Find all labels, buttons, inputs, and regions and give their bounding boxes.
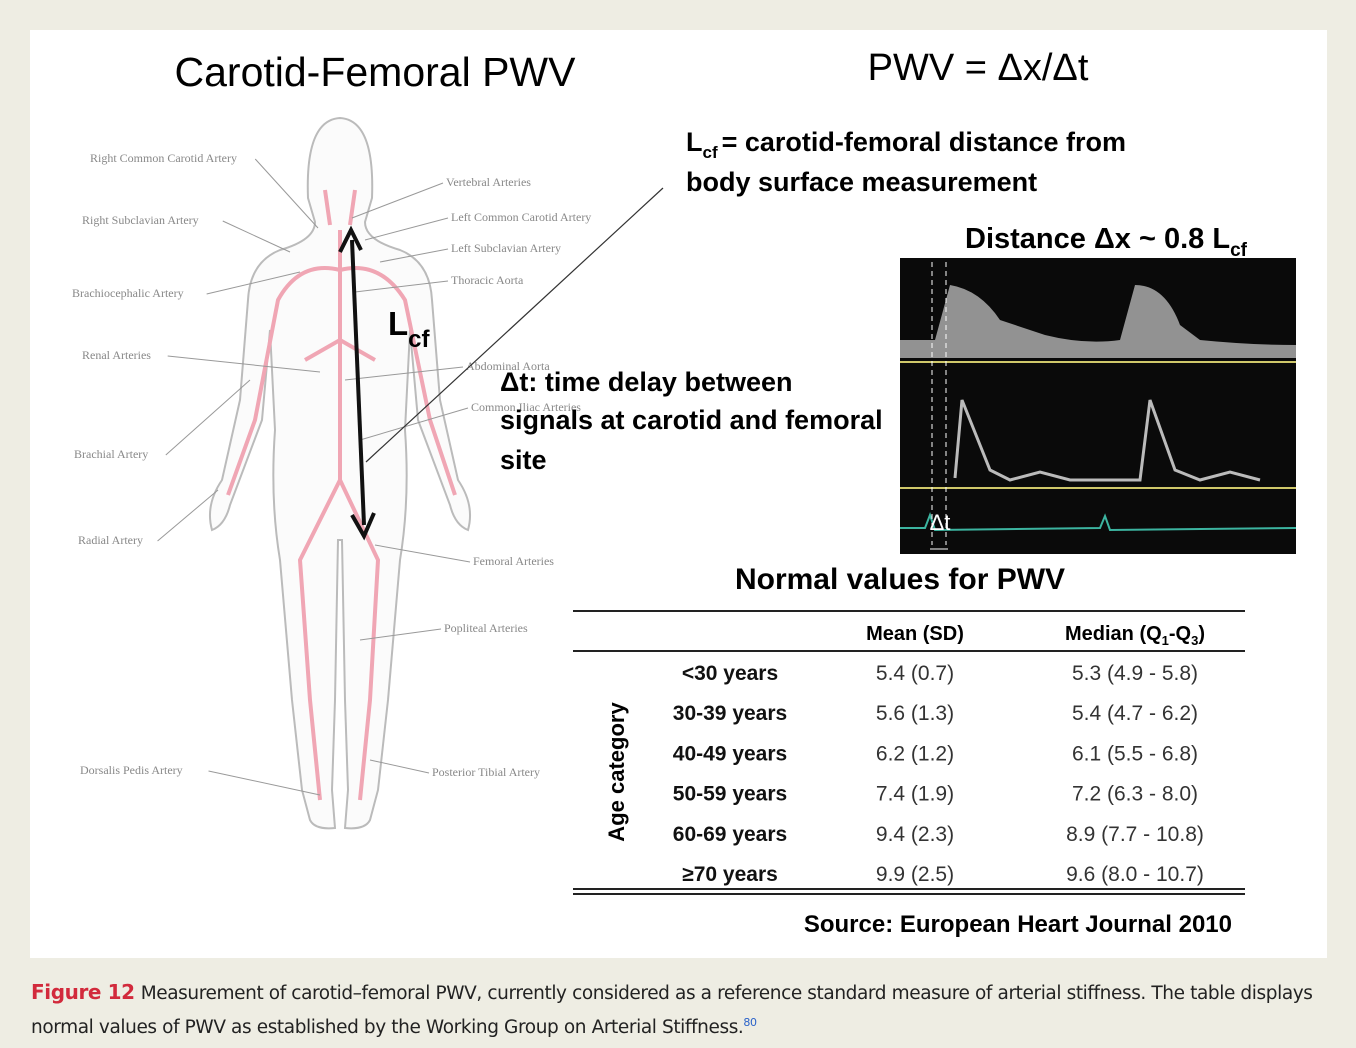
wave-label: Δt <box>930 510 951 535</box>
artery-label: Radial Artery <box>78 533 143 547</box>
sub: cf <box>703 143 718 162</box>
sub: 1 <box>1162 633 1169 648</box>
distance-label: Distance Δx ~ 0.8 Lcf <box>965 223 1248 261</box>
cell: 5.6 (1.3) <box>876 702 954 725</box>
leader <box>165 379 251 456</box>
waveform: Δt <box>900 258 1297 554</box>
artery-label: Popliteal Arteries <box>444 621 528 635</box>
cell: 6.1 (5.5 - 6.8) <box>1072 742 1198 765</box>
cell: 5.3 (4.9 - 5.8) <box>1072 662 1198 685</box>
artery-label: Femoral Arteries <box>473 554 554 568</box>
header-median: Median (Q1-Q3) <box>1065 623 1205 648</box>
distance-arrow <box>350 239 366 526</box>
leader <box>364 217 449 241</box>
sub: 3 <box>1191 633 1198 648</box>
source: Source: European Heart Journal 2010 <box>804 911 1232 938</box>
caption-text: Measurement of carotid–femoral PWV, curr… <box>31 983 1313 1039</box>
leader <box>359 407 469 441</box>
ecg <box>900 512 1297 532</box>
row-label: ≥70 years <box>682 863 778 886</box>
delay-label: Δt: time delay between <box>500 367 792 397</box>
part: -Q <box>1169 623 1191 645</box>
artery-label: Right Subclavian Artery <box>82 213 199 227</box>
part: ) <box>1198 623 1205 645</box>
cell: 6.2 (1.2) <box>876 742 954 765</box>
leader-line <box>365 187 664 463</box>
row-label: 60-69 years <box>673 823 787 846</box>
sub: cf <box>408 326 430 353</box>
artery-label: Thoracic Aorta <box>451 273 524 287</box>
cell: 8.9 (7.7 - 10.8) <box>1066 823 1204 846</box>
leader <box>359 628 442 641</box>
leader <box>157 489 219 542</box>
figure: Carotid-Femoral PWV PWV = Δx/Δt Lcf = car… <box>30 30 1327 958</box>
row-group: Age category <box>604 702 629 842</box>
leader <box>254 158 319 229</box>
cell: 5.4 (0.7) <box>876 662 954 685</box>
artery-label: Dorsalis Pedis Artery <box>80 763 183 777</box>
row-label: 30-39 years <box>673 702 787 725</box>
lcf-definition-2: body surface measurement <box>686 167 1037 197</box>
row-label: <30 years <box>682 662 778 685</box>
artery-label: Vertebral Arteries <box>446 175 531 189</box>
cell: 9.6 (8.0 - 10.7) <box>1066 863 1204 886</box>
leader <box>354 280 449 293</box>
formula: PWV = Δx/Δt <box>868 47 1089 89</box>
header-mean: Mean (SD) <box>866 623 964 645</box>
cell: 9.9 (2.5) <box>876 863 954 886</box>
title: Carotid-Femoral PWV <box>175 49 577 95</box>
leader <box>208 770 321 796</box>
artery-label: Right Common Carotid Artery <box>90 151 237 165</box>
leader <box>374 544 471 563</box>
leader <box>222 220 291 253</box>
text: Distance Δx ~ 0.8 L <box>965 223 1230 255</box>
cell: 9.4 (2.3) <box>876 823 954 846</box>
artery-label: Brachiocephalic Artery <box>72 286 184 300</box>
delay-label: signals at carotid and femoral <box>500 405 883 435</box>
arrowheads <box>338 225 376 541</box>
caption-label: Figure 12 <box>31 980 135 1004</box>
femoral-signal <box>953 399 1261 482</box>
row-label: 40-49 years <box>673 742 787 765</box>
leader <box>379 248 449 263</box>
cell: 7.4 (1.9) <box>876 783 954 806</box>
artery-label: Brachial Artery <box>74 447 148 461</box>
artery-label: Left Subclavian Artery <box>451 241 561 255</box>
delay-label: site <box>500 445 547 475</box>
caption: Figure 12 Measurement of carotid–femoral … <box>31 978 1321 1042</box>
symbol: L <box>388 305 408 342</box>
carotid-signal <box>900 285 1296 358</box>
artery-label: Common Iliac Arteries <box>471 400 581 414</box>
caption-ref[interactable]: 80 <box>743 1016 757 1029</box>
symbol: L <box>686 127 703 157</box>
sub: cf <box>1230 240 1248 261</box>
leader <box>206 271 301 295</box>
table-title: Normal values for PWV <box>735 563 1065 596</box>
lcf-definition: Lcf = carotid-femoral distance from <box>686 127 1126 162</box>
artery-label: Left Common Carotid Artery <box>451 210 591 224</box>
line: = carotid-femoral distance from <box>722 127 1126 157</box>
part: Median (Q <box>1065 623 1162 645</box>
artery-label: Abdominal Aorta <box>466 359 550 373</box>
row-label: 50-59 years <box>673 783 787 806</box>
leader <box>167 355 321 373</box>
artery-label: Renal Arteries <box>82 348 151 362</box>
cell: 7.2 (6.3 - 8.0) <box>1072 783 1198 806</box>
leader <box>351 182 444 219</box>
leader <box>369 759 430 774</box>
artery-label: Posterior Tibial Artery <box>432 765 540 779</box>
leader <box>344 366 464 381</box>
cell: 5.4 (4.7 - 6.2) <box>1072 702 1198 725</box>
arrow-label: Lcf <box>388 305 431 353</box>
